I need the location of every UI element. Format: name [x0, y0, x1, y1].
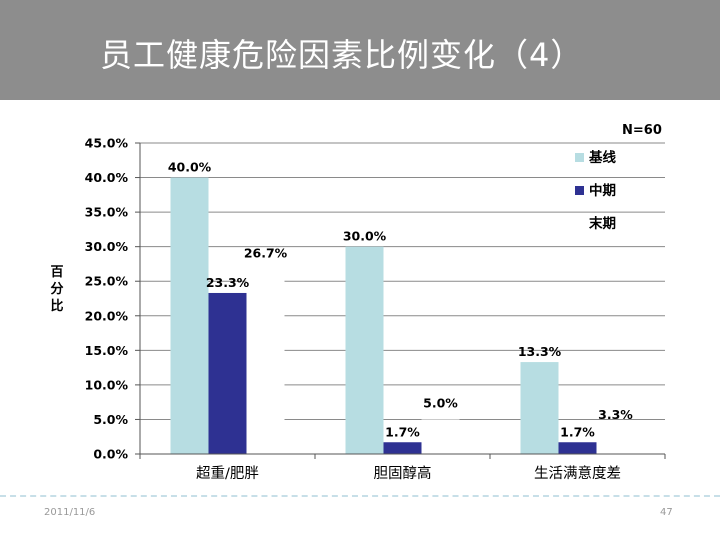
- legend-label: 末期: [589, 215, 616, 232]
- bars: [170, 177, 635, 455]
- y-axis-label-char: 分: [50, 281, 63, 297]
- slide-title: 员工健康危险因素比例变化（4）: [100, 36, 584, 74]
- bar: [246, 269, 285, 454]
- y-tick-label: 35.0%: [85, 205, 129, 220]
- footer-divider: [0, 495, 720, 497]
- y-axis-label-char: 百: [50, 265, 63, 280]
- y-axis-label-char: 比: [50, 298, 63, 314]
- data-label: 40.0%: [168, 160, 212, 175]
- bar: [558, 442, 597, 454]
- x-category-label: 生活满意度差: [534, 464, 621, 482]
- page-number: 47: [660, 507, 673, 518]
- y-tick-label: 5.0%: [93, 412, 128, 427]
- legend-swatch: [575, 219, 584, 228]
- y-tick-label: 40.0%: [85, 170, 129, 185]
- data-label: 23.3%: [206, 275, 250, 290]
- bar: [208, 292, 247, 454]
- title-bar: 员工健康危险因素比例变化（4）: [0, 0, 720, 100]
- x-category-labels: 超重/肥胖 胆固醇高 生活满意度差: [196, 464, 621, 482]
- legend-swatch: [575, 186, 584, 195]
- bar: [383, 442, 422, 454]
- y-tick-label: 30.0%: [85, 239, 129, 254]
- y-tick-label: 15.0%: [85, 343, 129, 358]
- bar: [421, 419, 460, 454]
- legend-label: 中期: [589, 182, 616, 199]
- bar: [520, 362, 559, 454]
- data-label: 13.3%: [518, 344, 562, 359]
- bar: [596, 431, 635, 454]
- legend-swatch: [575, 153, 584, 162]
- data-label: 30.0%: [343, 229, 387, 244]
- data-label: 5.0%: [423, 395, 458, 410]
- x-category-label: 胆固醇高: [374, 465, 432, 482]
- x-category-label: 超重/肥胖: [196, 465, 259, 482]
- data-label: 26.7%: [244, 245, 288, 260]
- y-tick-label: 45.0%: [85, 136, 129, 151]
- sample-size-annotation: N=60: [622, 123, 662, 138]
- footer-date: 2011/11/6: [44, 507, 96, 518]
- data-label: 1.7%: [560, 424, 595, 439]
- y-tick-label: 10.0%: [85, 377, 129, 392]
- bar: [170, 177, 209, 455]
- y-tick-label: 0.0%: [93, 447, 128, 462]
- data-label: 3.3%: [598, 407, 633, 422]
- y-tick-labels: 0.0% 5.0% 10.0% 15.0% 20.0% 25.0% 30.0% 35.0% 40…: [85, 136, 129, 462]
- y-tick-label: 25.0%: [85, 274, 129, 289]
- y-axis-label: 百分比: [50, 265, 63, 314]
- legend-label: 基线: [589, 149, 617, 166]
- bar-chart: 0.0% 5.0% 10.0% 15.0% 20.0% 25.0% 30.0% 35.0% 40…: [50, 123, 666, 482]
- y-tick-label: 20.0%: [85, 308, 129, 323]
- data-labels: 40.0%23.3%26.7%30.0%1.7%5.0%13.3%1.7%3.3…: [168, 160, 633, 440]
- bar: [345, 246, 384, 454]
- data-label: 1.7%: [385, 424, 420, 439]
- axes: [139, 143, 666, 459]
